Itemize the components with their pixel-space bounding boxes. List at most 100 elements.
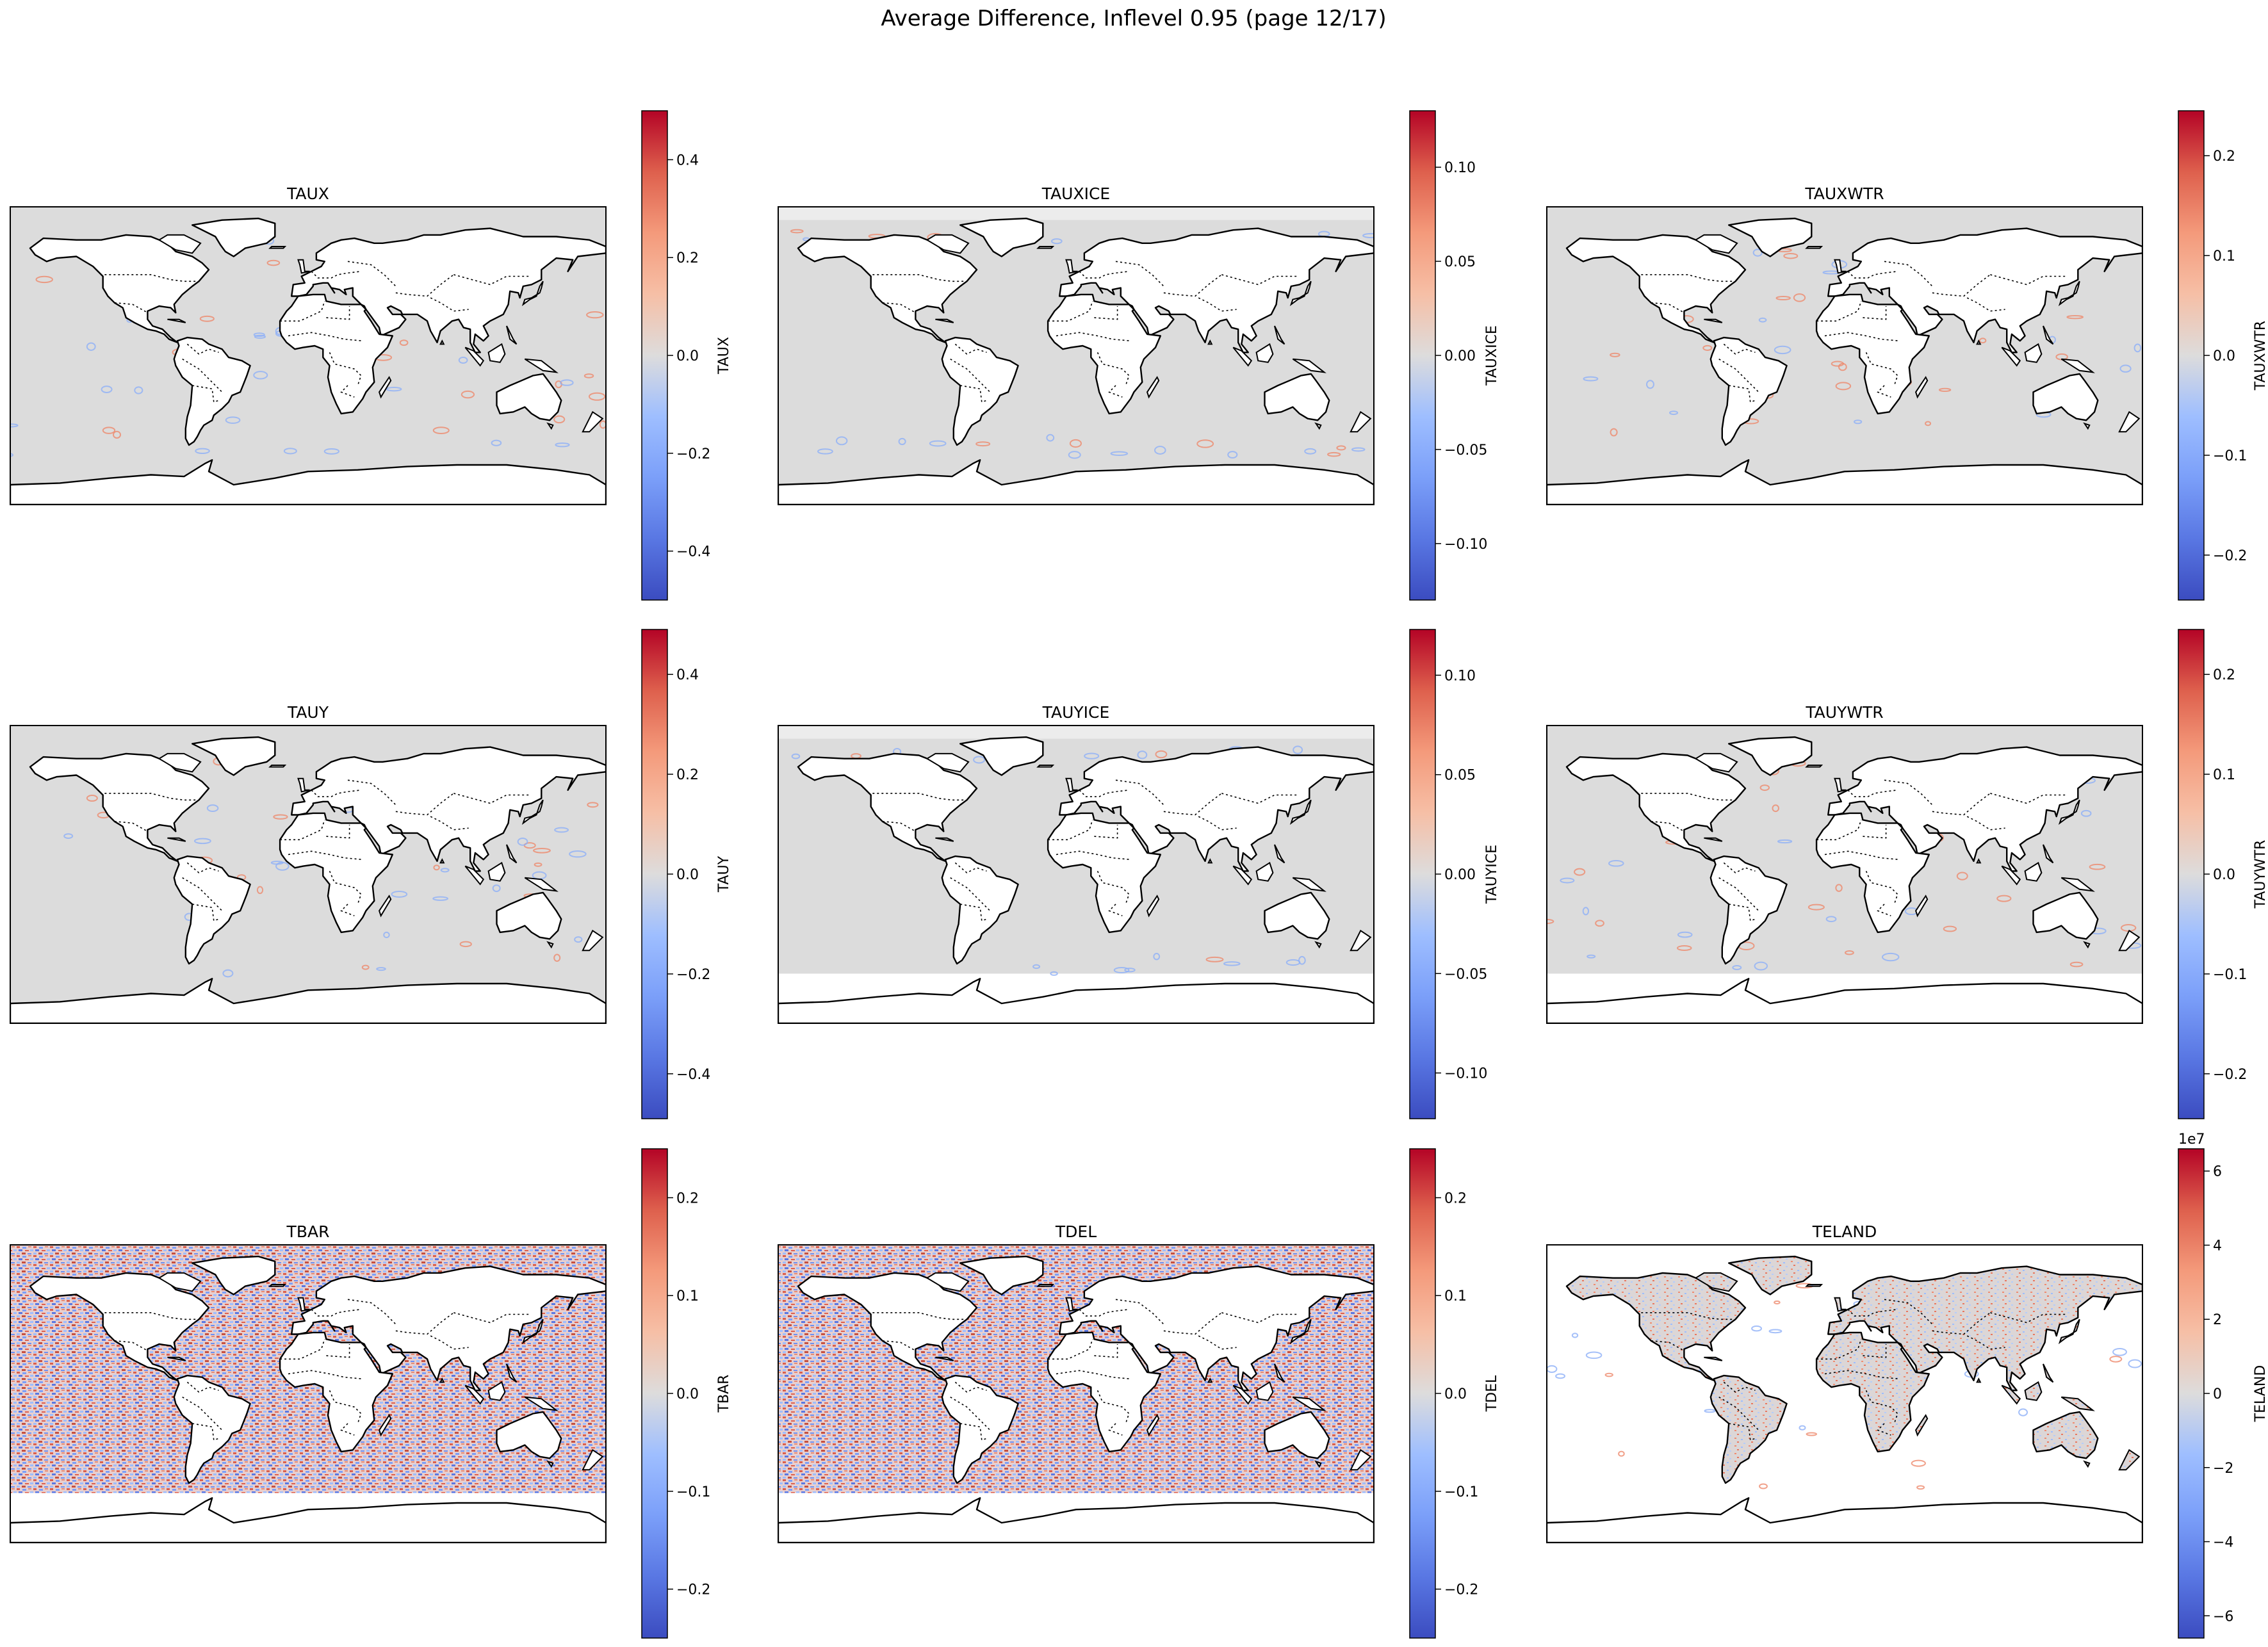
colorbar-tick-label: −4 xyxy=(2213,1535,2233,1551)
country-border xyxy=(1824,332,1900,342)
anomaly-swirl xyxy=(492,884,501,893)
panel-title: TAUX xyxy=(286,184,329,203)
anomaly-swirl xyxy=(1751,1325,1763,1332)
colorbar xyxy=(641,629,668,1119)
anomaly-swirl xyxy=(273,814,288,820)
anomaly-swirl xyxy=(1068,451,1081,459)
colorbar-label: TELAND xyxy=(2253,1365,2268,1423)
anomaly-swirl xyxy=(1610,428,1618,437)
island-coastline xyxy=(1805,1284,1823,1287)
anomaly-swirl xyxy=(432,426,450,434)
island-coastline xyxy=(935,837,954,842)
island-coastline xyxy=(2060,358,2095,373)
anomaly-swirl xyxy=(599,420,606,429)
island-coastline xyxy=(1350,410,1372,433)
island-coastline xyxy=(935,1356,954,1361)
island-coastline xyxy=(378,376,392,399)
country-border xyxy=(340,904,355,916)
island-coastline xyxy=(1976,1377,1982,1383)
country-border xyxy=(311,271,361,279)
country-border xyxy=(1097,870,1130,905)
anomaly-swirl xyxy=(929,440,947,447)
island-coastline xyxy=(1914,1414,1929,1437)
island-coastline xyxy=(1065,777,1078,793)
country-border xyxy=(1198,297,1237,312)
anomaly-swirl xyxy=(383,931,390,939)
island-coastline xyxy=(439,1377,445,1383)
anomaly-swirl xyxy=(1583,376,1599,382)
country-border xyxy=(395,1312,454,1335)
country-border xyxy=(347,779,396,806)
anomaly-swirl xyxy=(533,847,551,854)
island-coastline xyxy=(1255,343,1274,363)
colorbar-tick-label: 2 xyxy=(2213,1312,2222,1328)
colorbar-tick-label: 0.2 xyxy=(1444,1190,1467,1206)
anomaly-swirl xyxy=(1154,446,1166,455)
country-border xyxy=(192,1423,219,1441)
island-coastline xyxy=(521,1318,544,1345)
anomaly-swirl xyxy=(1825,916,1837,923)
anomaly-swirl xyxy=(1956,872,1968,880)
continent-coastline xyxy=(1728,217,1813,257)
country-border xyxy=(1816,820,1862,841)
island-coastline xyxy=(546,422,554,430)
island-coastline xyxy=(487,861,506,882)
colorbar-tick-label: −0.05 xyxy=(1444,966,1487,982)
anomaly-swirl xyxy=(1772,804,1779,813)
anomaly-swirl xyxy=(2080,809,2092,817)
anomaly-swirl xyxy=(432,896,449,901)
country-border xyxy=(114,821,148,832)
country-border xyxy=(960,385,987,403)
island-coastline xyxy=(524,358,559,373)
colorbar-tick-label: 0.00 xyxy=(1444,867,1476,883)
country-border xyxy=(1094,1344,1118,1358)
island-coastline xyxy=(506,325,518,345)
anomaly-swirl xyxy=(1110,451,1129,456)
island-coastline xyxy=(2024,861,2043,882)
country-border xyxy=(288,1370,363,1380)
panel-title: TAUYICE xyxy=(1042,703,1110,722)
island-coastline xyxy=(1207,1377,1213,1383)
colorbar-tick-label: −0.10 xyxy=(1444,537,1487,553)
colorbar-tick-label: −0.1 xyxy=(676,1484,710,1500)
island-coastline xyxy=(439,858,445,864)
anomaly-swirl xyxy=(1327,451,1341,457)
country-border xyxy=(1863,1344,1887,1358)
panel-tauyice: TAUYICE −0.10 −0.05 0.00 0.05 0.10 TAUYICE xyxy=(778,629,1500,1119)
country-border xyxy=(954,862,987,873)
continent-coastline xyxy=(1264,373,1330,421)
colorbar xyxy=(641,110,668,601)
anomaly-swirl xyxy=(1155,750,1168,759)
anomaly-swirl xyxy=(433,864,440,871)
island-coastline xyxy=(935,318,954,323)
country-border xyxy=(430,297,469,312)
panel-title: TAUXICE xyxy=(1041,184,1110,203)
country-border xyxy=(1108,385,1123,398)
country-border xyxy=(1723,862,1756,873)
island-coastline xyxy=(546,941,554,949)
colorbar-tick-label: 0.2 xyxy=(676,1190,699,1206)
country-border xyxy=(882,1340,916,1351)
anomaly-swirl xyxy=(1304,448,1317,455)
island-coastline xyxy=(1065,259,1078,274)
anomaly-swirl xyxy=(1050,971,1058,976)
anomaly-swirl xyxy=(195,448,210,454)
island-coastline xyxy=(2058,1318,2080,1345)
country-border xyxy=(1847,790,1898,797)
country-border xyxy=(1729,1423,1756,1441)
antarctica-coastline xyxy=(778,1497,1374,1543)
island-coastline xyxy=(1834,1297,1847,1312)
island-coastline xyxy=(1914,895,1929,918)
island-coastline xyxy=(1274,844,1285,864)
anomaly-swirl xyxy=(1587,954,1596,959)
continent-coastline xyxy=(1059,1265,1374,1391)
country-border xyxy=(1094,306,1118,320)
island-coastline xyxy=(1036,1284,1055,1287)
island-coastline xyxy=(268,1284,287,1287)
anomaly-swirl xyxy=(1046,434,1055,442)
anomaly-swirl xyxy=(1806,1432,1818,1436)
island-coastline xyxy=(1704,1356,1723,1361)
anomaly-swirl xyxy=(1336,445,1346,451)
colorbar-tick-label: 0.4 xyxy=(676,152,699,168)
anomaly-swirl xyxy=(86,342,96,351)
